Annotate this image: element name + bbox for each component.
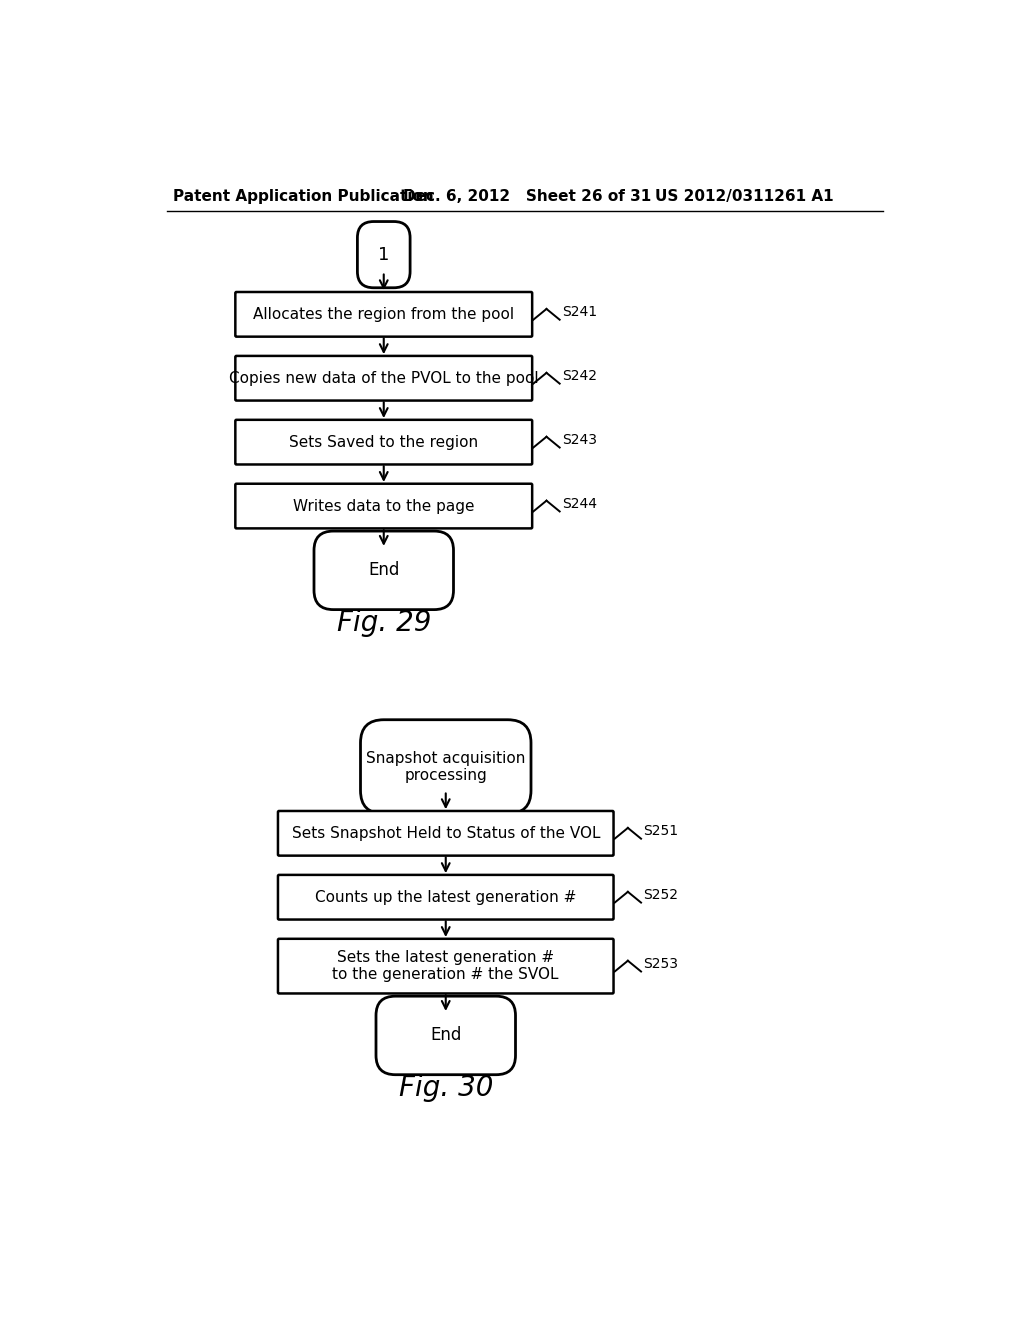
FancyBboxPatch shape: [236, 420, 532, 465]
Text: S244: S244: [562, 496, 597, 511]
Text: Dec. 6, 2012   Sheet 26 of 31: Dec. 6, 2012 Sheet 26 of 31: [403, 189, 651, 205]
Text: S243: S243: [562, 433, 597, 447]
FancyBboxPatch shape: [278, 810, 613, 855]
Text: Sets the latest generation #
to the generation # the SVOL: Sets the latest generation # to the gene…: [333, 950, 559, 982]
Text: S252: S252: [643, 888, 678, 902]
Text: US 2012/0311261 A1: US 2012/0311261 A1: [655, 189, 834, 205]
FancyBboxPatch shape: [357, 222, 410, 288]
Text: Patent Application Publication: Patent Application Publication: [173, 189, 434, 205]
Text: Sets Saved to the region: Sets Saved to the region: [289, 434, 478, 450]
Text: S251: S251: [643, 824, 679, 838]
FancyBboxPatch shape: [376, 997, 515, 1074]
FancyBboxPatch shape: [236, 356, 532, 400]
FancyBboxPatch shape: [360, 719, 531, 813]
FancyBboxPatch shape: [314, 531, 454, 610]
Text: Fig. 30: Fig. 30: [398, 1073, 493, 1102]
Text: S253: S253: [643, 957, 678, 970]
Text: Allocates the region from the pool: Allocates the region from the pool: [253, 306, 514, 322]
Text: Fig. 29: Fig. 29: [337, 609, 431, 636]
Text: 1: 1: [378, 246, 389, 264]
FancyBboxPatch shape: [236, 483, 532, 528]
Text: End: End: [368, 561, 399, 579]
Text: Sets Snapshot Held to Status of the VOL: Sets Snapshot Held to Status of the VOL: [292, 826, 600, 841]
Text: S241: S241: [562, 305, 597, 319]
Text: S242: S242: [562, 368, 597, 383]
FancyBboxPatch shape: [236, 292, 532, 337]
Text: Counts up the latest generation #: Counts up the latest generation #: [315, 890, 577, 904]
Text: Copies new data of the PVOL to the pool: Copies new data of the PVOL to the pool: [229, 371, 539, 385]
FancyBboxPatch shape: [278, 939, 613, 994]
FancyBboxPatch shape: [278, 875, 613, 920]
Text: Writes data to the page: Writes data to the page: [293, 499, 474, 513]
Text: End: End: [430, 1027, 462, 1044]
Text: Snapshot acquisition
processing: Snapshot acquisition processing: [366, 751, 525, 783]
